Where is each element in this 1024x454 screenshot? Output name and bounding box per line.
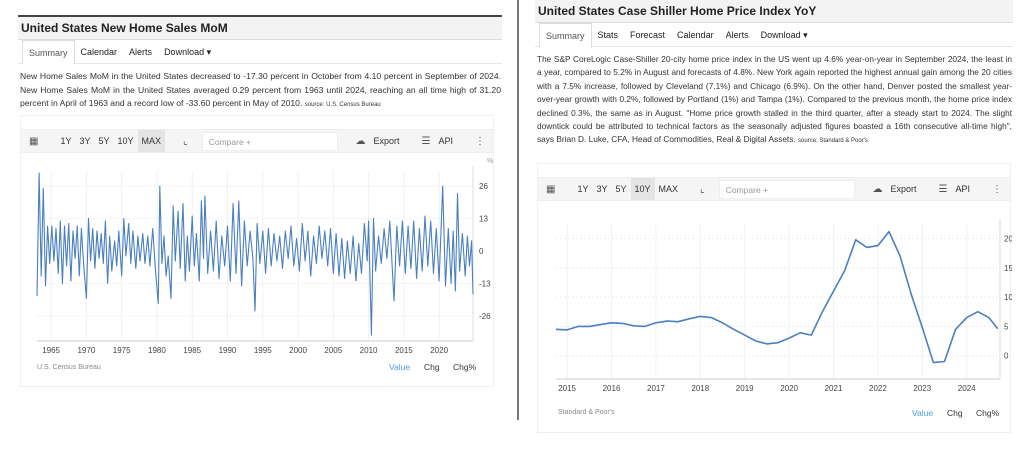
- description: New Home Sales MoM in the United States …: [20, 71, 501, 109]
- x-tick-label: 1965: [42, 346, 60, 355]
- x-tick-label: 2015: [395, 346, 413, 355]
- tab-bar: Summary Calendar Alerts Download ▾: [18, 40, 502, 65]
- x-tick-label: 2023: [913, 384, 931, 393]
- range-5y[interactable]: 5Y: [615, 184, 627, 194]
- new-home-sales-chart: % 1965 1970 1975 1980 1985 1990 1995 2000 2005 201…: [36, 158, 493, 355]
- x-tick-label: 2020: [780, 384, 798, 393]
- y-axis-unit: %: [487, 158, 493, 165]
- x-tick-label: 2018: [691, 384, 709, 393]
- more-options-icon[interactable]: ⋮: [992, 183, 1002, 195]
- database-icon[interactable]: ☰: [938, 183, 948, 195]
- chart-container: ▦ 1Y 3Y 5Y 10Y MAX ⌞ Compare + ☁ Export …: [537, 163, 1012, 433]
- chart-container: ▦ 1Y 3Y 5Y 10Y MAX ⌞ Compare + ☁ Export …: [20, 115, 494, 387]
- x-tick-label: 1970: [77, 346, 95, 355]
- new-home-sales-panel: United States New Home Sales MoM Summary…: [18, 15, 502, 387]
- y-tick-label: -26: [479, 312, 491, 321]
- x-tick-label: 1980: [148, 346, 166, 355]
- page-title: United States Case Shiller Home Price In…: [535, 0, 1013, 23]
- source: source: U.S. Census Bureau: [304, 102, 381, 109]
- y-tick-label: 13: [479, 215, 488, 224]
- page-title: United States New Home Sales MoM: [18, 17, 502, 40]
- tab-calendar[interactable]: Calendar: [677, 30, 714, 40]
- x-tick-label: 2024: [958, 384, 976, 393]
- range-max[interactable]: MAX: [137, 130, 166, 152]
- range-1y[interactable]: 1Y: [60, 136, 72, 146]
- x-tick-label: 2021: [825, 384, 843, 393]
- x-tick-label: 2020: [430, 346, 448, 355]
- tab-summary[interactable]: Summary: [22, 40, 75, 65]
- x-tick-label: 2010: [360, 346, 378, 355]
- more-options-icon[interactable]: ⋮: [475, 135, 485, 147]
- mode-value[interactable]: Value: [912, 408, 934, 418]
- range-10y[interactable]: 10Y: [117, 136, 134, 146]
- mode-chg-pct[interactable]: Chg%: [453, 362, 477, 372]
- y-tick-label: 0: [479, 247, 484, 256]
- x-tick-label: 2022: [869, 384, 887, 393]
- x-tick-label: 2017: [647, 384, 665, 393]
- y-tick-label: 0: [1004, 352, 1009, 361]
- x-tick-label: 2019: [736, 384, 754, 393]
- x-tick-label: 1985: [183, 346, 201, 355]
- api-button[interactable]: API: [955, 184, 970, 194]
- range-10y[interactable]: 10Y: [630, 178, 655, 200]
- mode-chg[interactable]: Chg: [947, 408, 963, 418]
- x-tick-label: 1990: [219, 346, 237, 355]
- database-icon[interactable]: ☰: [421, 135, 431, 147]
- tab-calendar[interactable]: Calendar: [80, 47, 118, 57]
- range-3y[interactable]: 3Y: [596, 184, 608, 194]
- api-button[interactable]: API: [438, 136, 453, 146]
- x-tick-label: 2015: [558, 384, 576, 393]
- tab-summary[interactable]: Summary: [539, 23, 592, 48]
- y-tick-label: -13: [479, 280, 491, 289]
- y-tick-label: 26: [479, 182, 488, 191]
- compare-input[interactable]: Compare +: [201, 131, 338, 151]
- mode-chg-pct[interactable]: Chg%: [976, 408, 1000, 418]
- case-shiller-panel: United States Case Shiller Home Price In…: [535, 0, 1013, 433]
- x-tick-label: 1975: [113, 346, 131, 355]
- x-tick-label: 2000: [289, 346, 307, 355]
- calendar-icon[interactable]: ▦: [546, 183, 556, 195]
- y-tick-label: 10: [1004, 293, 1012, 302]
- series-line: [555, 230, 999, 364]
- x-tick-label: 2016: [603, 384, 621, 393]
- chart-source: Standard & Poor's: [558, 409, 615, 416]
- range-3y[interactable]: 3Y: [79, 136, 91, 146]
- chart-source: U.S. Census Bureau: [37, 364, 101, 371]
- x-tick-label: 2005: [324, 346, 342, 355]
- chart-type-icon[interactable]: ⌞: [700, 183, 705, 195]
- y-tick-label: 20: [1004, 235, 1012, 244]
- tab-stats[interactable]: Stats: [597, 30, 619, 40]
- range-max[interactable]: MAX: [658, 184, 679, 194]
- cloud-download-icon[interactable]: ☁: [872, 183, 883, 195]
- tab-download[interactable]: Download ▾: [164, 47, 212, 57]
- cloud-download-icon[interactable]: ☁: [355, 135, 366, 147]
- tab-alerts[interactable]: Alerts: [129, 47, 153, 57]
- x-tick-label: 1995: [254, 346, 272, 355]
- chart-toolbar: ▦ 1Y 3Y 5Y 10Y MAX ⌞ Compare + ☁ Export …: [21, 129, 493, 153]
- case-shiller-chart: %201520162017201820192020202120222023202…: [555, 219, 1012, 393]
- tab-alerts[interactable]: Alerts: [725, 30, 749, 40]
- y-tick-label: 15: [1004, 264, 1012, 273]
- mode-chg[interactable]: Chg: [424, 362, 440, 372]
- compare-input[interactable]: Compare +: [718, 179, 855, 199]
- mode-value[interactable]: Value: [389, 362, 411, 372]
- tab-forecast[interactable]: Forecast: [630, 30, 666, 40]
- range-1y[interactable]: 1Y: [577, 184, 589, 194]
- chart-toolbar: ▦ 1Y 3Y 5Y 10Y MAX ⌞ Compare + ☁ Export …: [538, 177, 1010, 201]
- series-line: [36, 172, 474, 336]
- y-tick-label: 5: [1004, 322, 1009, 331]
- panel-divider: [517, 0, 519, 420]
- description: The S&P CoreLogic Case-Shiller 20-city h…: [537, 54, 1012, 145]
- export-button[interactable]: Export: [373, 136, 400, 146]
- chart-type-icon[interactable]: ⌞: [183, 135, 188, 147]
- tab-download[interactable]: Download ▾: [760, 30, 808, 40]
- calendar-icon[interactable]: ▦: [29, 135, 39, 147]
- export-button[interactable]: Export: [890, 184, 917, 194]
- source: source: Standard & Poor's: [798, 138, 868, 145]
- range-5y[interactable]: 5Y: [98, 136, 110, 146]
- tab-bar: Summary Stats Forecast Calendar Alerts D…: [535, 23, 1013, 48]
